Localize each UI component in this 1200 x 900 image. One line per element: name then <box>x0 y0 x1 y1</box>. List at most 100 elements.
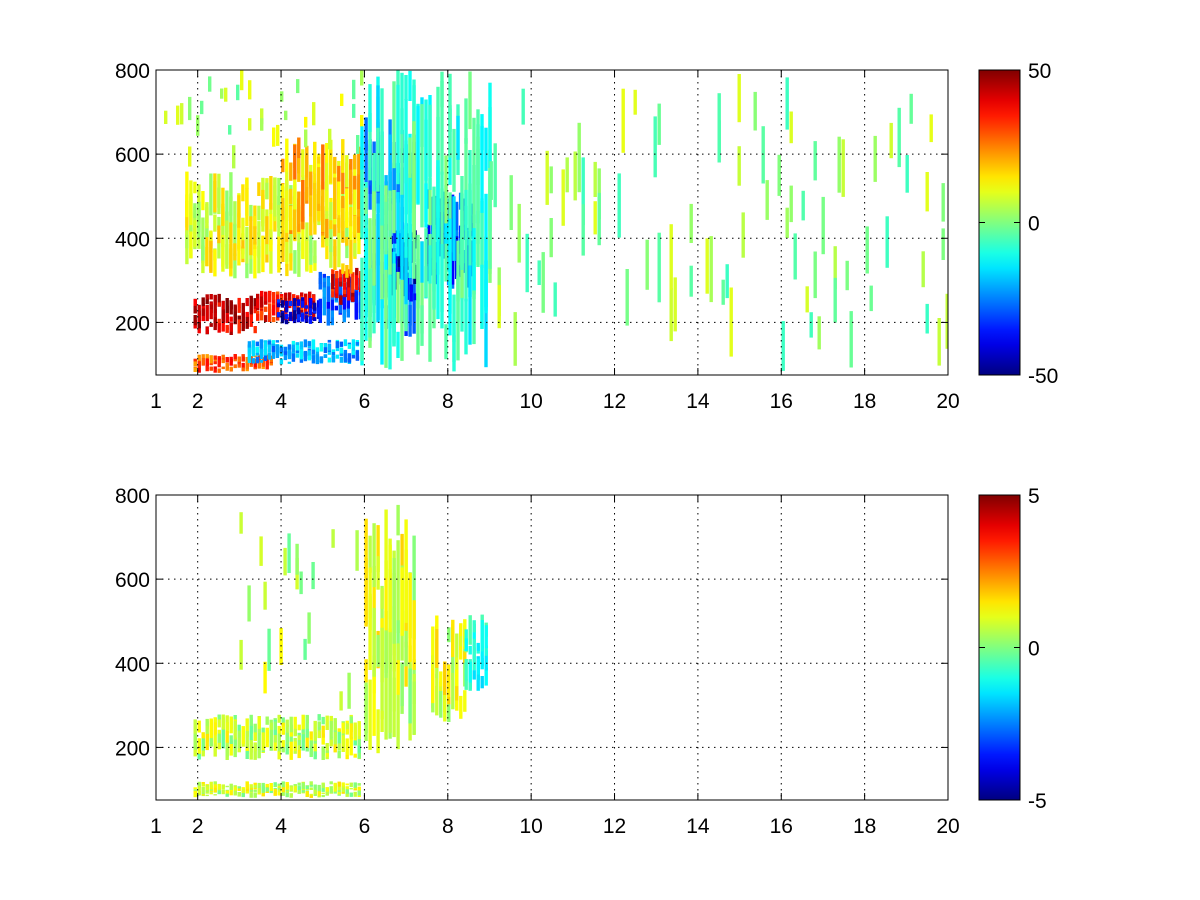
heatmap-cell <box>233 790 237 796</box>
x-tick-label: 20 <box>936 815 959 838</box>
heatmap-cell <box>305 745 309 752</box>
heatmap-cell <box>464 98 468 144</box>
heatmap-cell <box>364 518 368 625</box>
heatmap-cell <box>205 718 209 728</box>
heatmap-cell <box>293 728 297 737</box>
heatmap-cell <box>277 786 281 788</box>
heatmap-cell <box>229 783 233 790</box>
heatmap-cell <box>372 286 376 334</box>
heatmap-cell <box>269 240 273 252</box>
heatmap-cell <box>247 585 251 622</box>
heatmap-cell <box>317 721 321 727</box>
heatmap-cell <box>217 359 221 368</box>
heatmap-cell <box>342 300 346 318</box>
heatmap-cell <box>269 789 273 794</box>
heatmap-cell <box>285 732 289 745</box>
heatmap-cell <box>333 177 337 219</box>
y-tick-label: 200 <box>115 737 150 760</box>
heatmap-cell <box>311 355 316 364</box>
heatmap-cell <box>372 607 376 677</box>
heatmap-cell <box>257 733 261 750</box>
grid-lines <box>156 495 948 800</box>
heatmap-cell <box>400 72 404 135</box>
heatmap-cell <box>284 312 288 316</box>
heatmap-cell <box>337 791 341 795</box>
heatmap-cell <box>476 642 480 651</box>
heatmap-cell <box>368 113 372 181</box>
heatmap-cell <box>193 791 197 798</box>
heatmap-cell <box>193 309 197 314</box>
heatmap-cell <box>221 359 225 364</box>
heatmap-cell <box>472 670 476 680</box>
heatmap-cell <box>269 786 273 791</box>
heatmap-cell <box>343 282 347 290</box>
heatmap-cell <box>333 732 337 745</box>
heatmap-cell <box>297 787 301 790</box>
heatmap-cell <box>233 786 237 791</box>
heatmap-cell <box>225 305 229 324</box>
heatmap-cell <box>404 75 408 101</box>
heatmap-cell <box>325 715 329 730</box>
heatmap-cell <box>285 190 289 233</box>
heatmap-cell <box>197 202 201 238</box>
x-tick-label: 1 <box>150 390 162 413</box>
heatmap-cell <box>257 782 261 787</box>
heatmap-cell <box>267 340 272 345</box>
heatmap-cell <box>264 315 268 322</box>
heatmap-cell <box>304 315 309 323</box>
heatmap-region <box>364 504 416 754</box>
heatmap-cell <box>265 359 269 363</box>
heatmap-cell <box>185 200 189 240</box>
heatmap-cell <box>347 344 352 349</box>
heatmap-cell <box>456 115 460 160</box>
heatmap-cell <box>205 368 209 372</box>
heatmap-cell <box>400 567 404 636</box>
heatmap-cell <box>188 96 192 121</box>
heatmap-cell <box>253 362 257 368</box>
heatmap-cell <box>277 792 281 796</box>
heatmap-cell <box>343 290 347 295</box>
heatmap-cell <box>408 304 412 337</box>
heatmap-cell <box>225 790 229 794</box>
heatmap-cell <box>488 176 492 269</box>
heatmap-cell <box>237 195 241 228</box>
x-tick-label: 10 <box>519 815 542 838</box>
heatmap-cell <box>484 127 488 171</box>
heatmap-cell <box>354 303 358 320</box>
heatmap-cell <box>865 226 869 274</box>
heatmap-cell <box>253 732 257 741</box>
heatmap-cell <box>221 789 225 795</box>
heatmap-cell <box>295 344 300 353</box>
heatmap-cell <box>288 292 292 301</box>
heatmap-cell <box>424 119 428 181</box>
heatmap-cell <box>341 208 345 231</box>
heatmap-cell <box>217 368 221 373</box>
heatmap-cell <box>247 352 252 363</box>
heatmap-cell <box>228 125 232 135</box>
heatmap-cell <box>316 307 321 318</box>
heatmap-cell <box>304 299 308 310</box>
heatmap-cell <box>201 308 205 321</box>
heatmap-cell <box>287 344 292 350</box>
heatmap-cell <box>833 246 837 290</box>
heatmap-cell <box>308 291 312 303</box>
heatmap-cell <box>353 155 357 170</box>
heatmap-cell <box>205 298 209 305</box>
heatmap-cell <box>275 344 280 355</box>
heatmap-cell <box>296 301 300 312</box>
heatmap-cell <box>355 350 360 361</box>
colorbar-tick-label: 5 <box>1028 485 1040 508</box>
heatmap-cell <box>541 252 545 313</box>
heatmap-cell <box>468 615 472 645</box>
heatmap-cell <box>297 724 301 731</box>
x-tick-label: 16 <box>770 390 793 413</box>
heatmap-region <box>360 70 492 372</box>
heatmap-cell <box>351 272 355 278</box>
heatmap-cell <box>263 353 268 361</box>
heatmap-cell <box>229 789 233 796</box>
heatmap-cell <box>444 205 448 244</box>
heatmap-cell <box>291 353 296 362</box>
heatmap-cell <box>301 226 305 259</box>
heatmap-cell <box>193 787 197 790</box>
heatmap-cell <box>265 727 269 748</box>
